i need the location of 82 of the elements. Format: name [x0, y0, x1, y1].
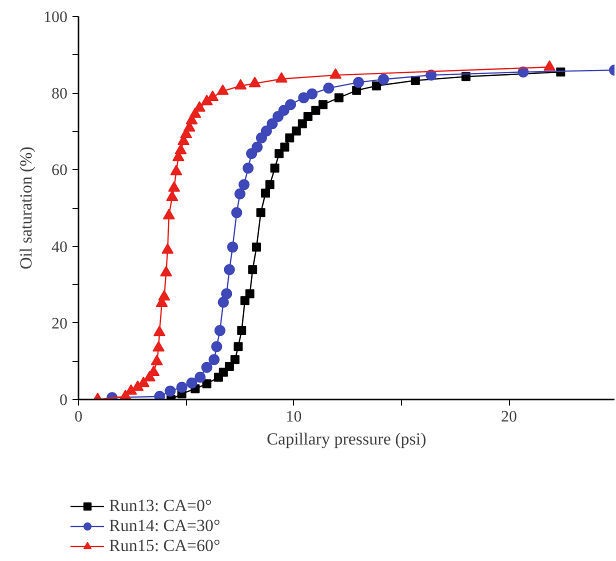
point: [170, 164, 182, 176]
y-tick-label: 60: [52, 162, 68, 180]
point: [285, 99, 296, 110]
legend-label: Run13: CA=0°: [109, 496, 212, 516]
point: [518, 66, 529, 78]
point: [248, 76, 261, 88]
point: [265, 180, 274, 190]
point: [224, 264, 235, 276]
point: [186, 378, 198, 389]
point: [378, 74, 390, 85]
point: [162, 243, 174, 254]
point: [252, 242, 262, 252]
legend-label: Run15: CA=60°: [109, 536, 220, 556]
x-axis-title: Capillary pressure (psi): [266, 430, 426, 448]
point: [330, 68, 342, 79]
x-tick-label: 20: [501, 408, 518, 426]
point: [158, 290, 170, 301]
y-tick-label: 100: [44, 9, 68, 26]
point: [166, 190, 178, 201]
point: [285, 133, 294, 142]
point: [270, 164, 280, 173]
point: [202, 379, 212, 388]
point: [234, 342, 243, 352]
point: [162, 208, 175, 220]
point: [292, 126, 301, 136]
y-axis-title: Oil saturation (%): [16, 146, 36, 270]
point: [248, 265, 258, 274]
point: [252, 142, 263, 153]
point: [298, 119, 307, 128]
x-tick-label: 0: [74, 408, 82, 426]
point: [306, 88, 318, 100]
y-tick-label: 40: [52, 238, 68, 256]
point: [168, 181, 180, 192]
point: [242, 162, 254, 174]
point: [234, 188, 246, 200]
point: [176, 382, 188, 393]
point: [174, 144, 187, 154]
point: [208, 354, 220, 366]
point: [311, 106, 320, 115]
point: [237, 326, 246, 336]
point: [323, 82, 334, 94]
point: [278, 104, 290, 116]
point: [150, 354, 163, 366]
point: [230, 355, 240, 364]
point: [298, 92, 310, 104]
point: [234, 78, 247, 90]
point: [280, 142, 290, 152]
point: [211, 341, 222, 352]
point: [160, 266, 172, 276]
point: [201, 362, 212, 373]
point: [194, 372, 206, 383]
point: [266, 118, 278, 130]
point: [275, 72, 288, 83]
point: [231, 207, 242, 218]
point: [318, 100, 328, 110]
y-tick-label: 20: [52, 315, 68, 332]
point: [238, 179, 250, 190]
y-tick-label: 0: [60, 392, 68, 409]
point: [372, 81, 381, 90]
point: [214, 325, 226, 336]
y-tick-label: 80: [52, 86, 68, 103]
point: [353, 76, 364, 88]
point: [303, 112, 312, 121]
point: [216, 84, 229, 95]
point: [227, 242, 238, 253]
point: [152, 340, 165, 352]
x-tick-label: 10: [286, 408, 302, 426]
point: [153, 326, 166, 336]
point: [426, 70, 437, 81]
point: [261, 188, 270, 198]
point: [334, 93, 344, 102]
point: [218, 296, 229, 308]
point: [256, 208, 266, 218]
legend-label: Run14: CA=30°: [109, 516, 220, 536]
point: [164, 386, 176, 397]
point: [224, 362, 234, 372]
point: [221, 288, 232, 300]
point: [154, 390, 166, 400]
point: [245, 289, 254, 298]
point: [260, 126, 272, 137]
point: [274, 149, 284, 158]
point: [543, 60, 556, 71]
